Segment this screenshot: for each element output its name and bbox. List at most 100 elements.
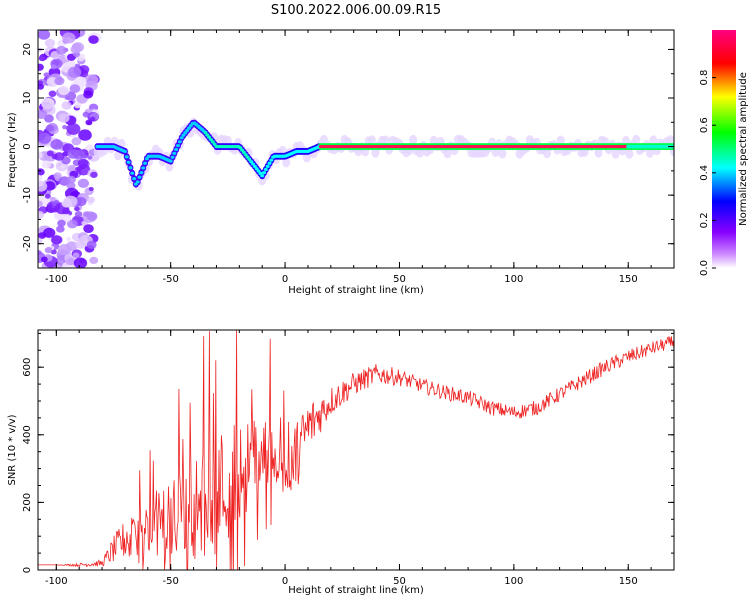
y-tick-label: 10	[22, 92, 33, 105]
ridge-core	[186, 126, 191, 130]
ridge-core	[185, 128, 190, 133]
ridge-core	[260, 174, 265, 178]
noise-blob	[66, 219, 78, 229]
noise-blob	[57, 219, 66, 227]
snr-line-group	[38, 330, 674, 570]
noise-blob	[76, 164, 91, 176]
ridge-core	[205, 133, 210, 137]
snr-frame	[37, 329, 675, 571]
noise-blob	[46, 150, 54, 157]
noise-blob	[62, 207, 70, 215]
ridge-halo	[443, 148, 452, 159]
noise-blob	[43, 227, 56, 238]
noise-blob	[48, 90, 57, 97]
noise-blob	[73, 257, 88, 268]
ridge-core	[267, 161, 272, 165]
colorbar-tick-label: 0.2	[699, 212, 710, 228]
ridge-core	[170, 155, 175, 159]
ridge-core	[124, 155, 129, 159]
noise-blob	[77, 178, 90, 189]
spectrogram-heatmap	[38, 30, 674, 268]
x-tick-label: -100	[45, 576, 68, 587]
ridge-core	[262, 171, 267, 175]
ridge-halo	[625, 148, 634, 159]
ridge-core	[252, 164, 257, 168]
noise-blob	[38, 200, 43, 208]
noise-blob	[69, 84, 81, 93]
x-tick-label: -50	[163, 576, 179, 587]
ridge-core	[183, 131, 188, 135]
snr-axes: -100 -50 0 50 100 150 0 200 400 600	[22, 330, 675, 587]
ridge-core	[135, 180, 140, 184]
ridge-core	[144, 157, 149, 161]
noise-blob	[66, 175, 76, 184]
ridge-core	[243, 153, 248, 157]
noise-blob	[84, 74, 99, 86]
noise-blob	[44, 38, 56, 48]
noise-blob	[38, 168, 45, 176]
noise-blob	[58, 85, 70, 96]
noise-blob	[45, 124, 55, 132]
noise-blob	[62, 32, 76, 44]
y-tick-label: 200	[22, 493, 33, 512]
noise-blob	[38, 55, 46, 62]
x-tick-label: 50	[393, 576, 406, 587]
noise-blob	[61, 156, 71, 165]
ridge-core	[263, 167, 268, 172]
colorbar-tick-label: 0.4	[699, 165, 710, 181]
ridge-halo	[611, 148, 620, 159]
ridge-core	[139, 171, 144, 175]
ridge-halo	[666, 135, 674, 146]
ridge-halo	[381, 135, 390, 146]
ridge-halo	[282, 157, 291, 168]
ridge-core	[179, 136, 184, 140]
noise-blob	[54, 152, 65, 161]
x-tick-label: 150	[619, 576, 638, 587]
ridge-halo	[498, 148, 507, 159]
ridge-core	[181, 133, 186, 137]
noise-blob	[66, 123, 81, 135]
ridge-core	[269, 158, 274, 162]
y-tick-label: -20	[22, 236, 33, 252]
ridge-core	[177, 140, 182, 144]
x-tick-label: 150	[619, 274, 638, 285]
noise-blob	[38, 109, 48, 119]
ridge-core	[188, 124, 193, 128]
noise-blob	[75, 196, 87, 207]
ridge-core	[247, 157, 252, 161]
noise-blob	[41, 160, 51, 169]
ridge-core	[122, 149, 127, 154]
noise-blob	[44, 193, 51, 199]
ridge-halo	[594, 147, 603, 158]
noise-blob	[38, 132, 52, 144]
x-tick-label: 100	[504, 274, 523, 285]
noise-blob	[61, 101, 72, 110]
noise-blob	[67, 66, 82, 78]
ridge-core	[203, 130, 208, 135]
ridge-core	[212, 142, 217, 146]
noise-blob	[83, 90, 94, 99]
noise-blob	[81, 220, 87, 226]
noise-blob	[63, 195, 78, 208]
noise-blob	[90, 171, 98, 178]
ridge-core	[207, 135, 212, 139]
ridge-core	[240, 148, 245, 152]
noise-blob	[83, 224, 94, 233]
noise-blob	[50, 64, 57, 70]
snr-series-line	[38, 330, 674, 570]
colorbar: 0.0 0.2 0.4 0.6 0.8 Normalized spectral ampl…	[699, 30, 749, 276]
ridge-core	[210, 140, 215, 144]
ridge-core	[132, 177, 137, 181]
x-tick-label: 0	[282, 576, 288, 587]
spectrogram-xlabel: Height of straight line (km)	[288, 285, 424, 296]
noise-blob	[38, 30, 51, 40]
snr-xlabel: Height of straight line (km)	[288, 585, 424, 596]
ridge-core	[258, 171, 263, 175]
noise-blob	[55, 45, 67, 55]
spectrogram-ylabel: Frequency (Hz)	[7, 112, 18, 188]
noise-blob	[70, 44, 82, 54]
noise-blob	[59, 164, 65, 169]
ridge-core	[256, 169, 261, 173]
noise-blob	[38, 238, 43, 244]
colorbar-gradient	[712, 30, 736, 268]
